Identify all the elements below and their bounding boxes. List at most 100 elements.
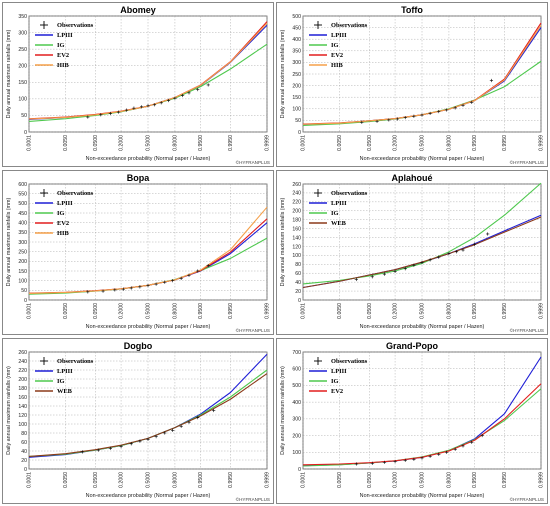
y-tick-label: 350 [292, 49, 301, 55]
observation-point [96, 448, 100, 452]
observation-point [159, 101, 163, 105]
observation-point [212, 408, 216, 413]
chart-svg: Dogbo 0 20 40 60 80 100 120 140 160 180 200 220 240 26… [6, 341, 271, 502]
x-tick-label: 0.0050 [337, 472, 343, 488]
y-tick-label: 150 [18, 80, 27, 86]
observation-point [154, 435, 158, 439]
legend-label: LPIII [331, 32, 347, 39]
observation-point [480, 433, 484, 438]
x-tick-label: 0.0001 [27, 303, 33, 319]
observation-point [146, 104, 150, 108]
chart-svg: Abomey 0 50 100 150 200 250 300 350 0.0001 0.0050 0… [6, 5, 271, 165]
observation-point [80, 450, 84, 454]
x-tick-label: 0.9999 [539, 472, 545, 488]
y-tick-label: 500 [292, 14, 301, 20]
legend-label: WEB [57, 388, 73, 395]
legend-item: WEB [309, 220, 347, 227]
observation-point [171, 428, 175, 432]
observation-point [354, 277, 358, 282]
observation-point [403, 458, 407, 462]
legend-label: EV2 [57, 220, 69, 227]
y-tick-label: 300 [292, 60, 301, 66]
observation-point [187, 273, 191, 277]
x-tick-label: 0.9999 [539, 303, 545, 319]
y-tick-label: 160 [18, 395, 27, 401]
legend-item: IG [35, 210, 64, 217]
x-tick-label: 0.0050 [63, 472, 69, 488]
x-axis-label: Non-exceedance probability (Normal paper… [86, 493, 211, 499]
x-tick-label: 0.9950 [502, 303, 508, 319]
x-tick-label: 0.9999 [265, 472, 271, 488]
legend-label: Observations [57, 358, 94, 365]
x-tick-label: 0.9500 [472, 472, 478, 488]
x-tick-label: 0.9999 [539, 135, 545, 151]
x-tick-label: 0.9950 [502, 135, 508, 151]
x-tick-label: 0.0050 [63, 303, 69, 319]
y-tick-label: 60 [21, 440, 27, 446]
legend-item: EV2 [35, 220, 69, 227]
y-tick-label: 500 [292, 383, 301, 389]
observation-point [108, 446, 113, 450]
chart-panel-bopa: Bopa 0 50 100 150 200 250 300 350 400 450 500 550 600… [2, 170, 274, 335]
watermark: ©HYFRANPLUS [510, 159, 544, 165]
legend-item: EV2 [309, 52, 343, 59]
observation-point [354, 462, 358, 466]
legend-item: LPIII [309, 32, 347, 39]
x-tick-label: 0.9950 [228, 303, 234, 319]
chart-title: Dogbo [124, 341, 153, 351]
observation-point [370, 461, 374, 465]
legend-item: EV2 [35, 52, 69, 59]
x-tick-label: 0.8000 [173, 472, 179, 488]
legend-item: WEB [35, 388, 73, 395]
x-tick-label: 0.2000 [119, 135, 125, 151]
y-tick-label: 40 [295, 280, 301, 286]
chart-panel-dogbo: Dogbo 0 20 40 60 80 100 120 140 160 180 200 220 240 26… [2, 338, 274, 504]
legend-label: EV2 [331, 388, 343, 395]
watermark: ©HYFRANPLUS [236, 327, 270, 333]
observation-point [154, 282, 158, 286]
x-axis-label: Non-exceedance probability (Normal paper… [86, 324, 211, 330]
chart-title: Toffo [401, 5, 423, 15]
y-tick-label: 120 [18, 413, 27, 419]
y-tick-label: 100 [18, 422, 27, 428]
observation-point [420, 113, 424, 117]
observation-point [428, 258, 432, 262]
y-tick-label: 100 [18, 97, 27, 103]
x-tick-label: 0.8000 [173, 135, 179, 151]
chart-title: Bopa [127, 173, 150, 183]
observation-point [486, 232, 490, 236]
watermark: ©HYFRANPLUS [236, 496, 270, 502]
observation-point [187, 91, 191, 95]
x-tick-label: 0.9950 [502, 472, 508, 488]
watermark: ©HYFRANPLUS [510, 496, 544, 502]
chart-panel-abomey: Abomey 0 50 100 150 200 250 300 350 0.0001 0.0050 0… [2, 2, 274, 167]
x-axis-label: Non-exceedance probability (Normal paper… [360, 156, 485, 162]
legend-item: Observations [314, 21, 368, 29]
legend-label: LPIII [57, 368, 73, 375]
observation-point [420, 260, 424, 265]
y-tick-label: 50 [21, 113, 27, 119]
observation-point [461, 444, 465, 448]
x-tick-label: 0.8000 [447, 303, 453, 319]
y-tick-label: 0 [24, 130, 27, 136]
observation-point [129, 286, 133, 290]
y-tick-label: 250 [18, 47, 27, 53]
legend-label: LPIII [57, 200, 73, 207]
y-tick-label: 200 [18, 64, 27, 70]
y-tick-label: 500 [18, 201, 27, 207]
y-axis-label: Daily annual maximum rainfalls (mm) [6, 29, 12, 118]
x-tick-label: 0.2000 [393, 135, 399, 151]
observation-point [393, 459, 397, 464]
observation-point [171, 279, 175, 283]
legend-item: Observations [40, 21, 94, 29]
y-tick-label: 600 [18, 182, 27, 188]
y-tick-label: 600 [292, 367, 301, 373]
y-axis-label: Daily annual maximum rainfalls (mm) [6, 366, 12, 455]
legend-item: Observations [314, 189, 368, 197]
observation-point [445, 450, 449, 454]
x-tick-label: 0.2000 [393, 472, 399, 488]
legend-label: LPIII [57, 32, 73, 39]
y-tick-label: 160 [292, 226, 301, 232]
observation-point [86, 115, 90, 119]
x-tick-label: 0.2000 [119, 303, 125, 319]
